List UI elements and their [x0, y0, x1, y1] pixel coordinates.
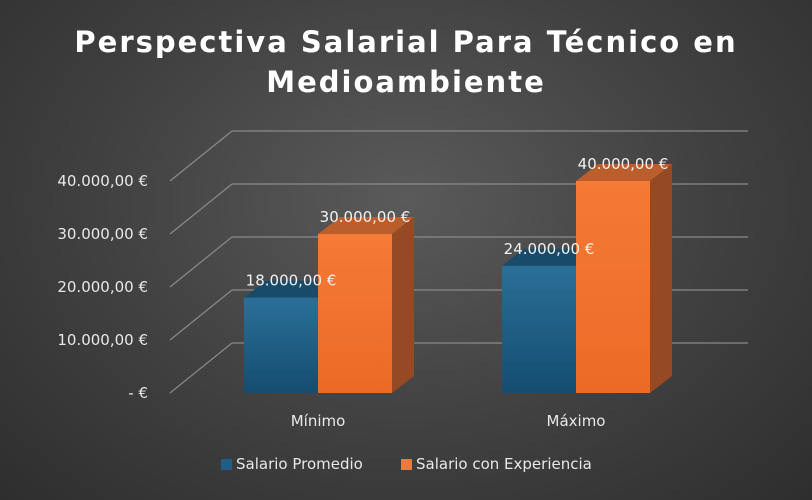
- chart-title-line-2: Medioambiente: [266, 65, 545, 99]
- chart-title: Perspectiva Salarial Para Técnico en Med…: [74, 25, 737, 99]
- y-tick-label: 40.000,00 €: [57, 172, 148, 190]
- legend-item: Salario Promedio: [221, 455, 363, 473]
- bar-side-face: [650, 164, 672, 393]
- gridline-diagonal: [169, 130, 233, 182]
- bar-side-face: [392, 217, 414, 393]
- plot-area: [244, 164, 672, 393]
- x-tick-label: Máximo: [547, 412, 606, 430]
- legend-swatch: [221, 459, 232, 470]
- bar-top-face: [244, 280, 340, 298]
- gridline-diagonal: [169, 342, 233, 394]
- x-axis: Mínimo Máximo: [291, 412, 606, 430]
- data-label: 30.000,00 €: [320, 208, 411, 226]
- y-tick-label: 10.000,00 €: [57, 331, 148, 349]
- y-tick-label: - €: [128, 384, 148, 402]
- legend: Salario Promedio Salario con Experiencia: [221, 455, 592, 473]
- data-label: 18.000,00 €: [246, 272, 337, 290]
- x-tick-label: Mínimo: [291, 412, 346, 430]
- legend-label: Salario con Experiencia: [416, 455, 592, 473]
- chart-title-line-1: Perspectiva Salarial Para Técnico en: [74, 25, 737, 59]
- data-label: 40.000,00 €: [578, 155, 669, 173]
- y-axis: - € 10.000,00 € 20.000,00 € 30.000,00 € 40.0…: [57, 172, 148, 402]
- legend-label: Salario Promedio: [236, 455, 363, 473]
- gridline-diagonal: [169, 289, 233, 341]
- y-tick-label: 30.000,00 €: [57, 225, 148, 243]
- bar-salario-experiencia-maximo: [576, 164, 672, 393]
- bar-front-face: [244, 297, 318, 393]
- data-labels: 18.000,00 € 30.000,00 € 24.000,00 € 40.000,…: [246, 155, 669, 290]
- bar-salario-experiencia-minimo: [318, 217, 414, 393]
- bar-front-face: [576, 181, 650, 393]
- bar-front-face: [502, 265, 576, 393]
- bar-top-face: [576, 164, 672, 181]
- bar-top-face: [318, 217, 414, 234]
- data-label: 24.000,00 €: [504, 240, 595, 258]
- bar-front-face: [318, 234, 392, 393]
- gridline-diagonal: [169, 236, 233, 288]
- y-tick-label: 20.000,00 €: [57, 278, 148, 296]
- gridline-diagonal: [169, 183, 233, 235]
- legend-swatch: [401, 459, 412, 470]
- bar-top-face: [502, 248, 598, 266]
- legend-item: Salario con Experiencia: [401, 455, 592, 473]
